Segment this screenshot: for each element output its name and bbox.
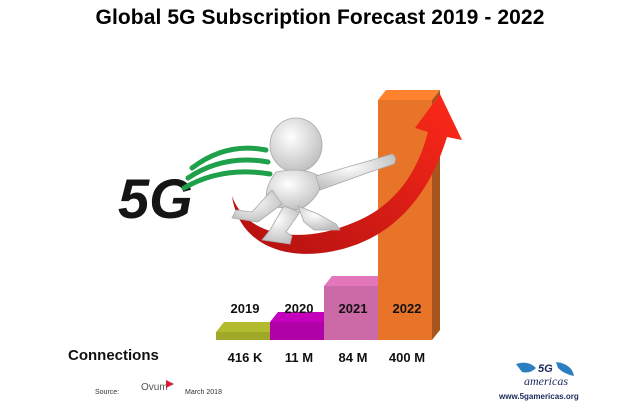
value-label-2019: 416 K <box>228 350 263 365</box>
value-labels: 2019 416 K 2020 11 M 2021 84 M 2022 400 M <box>228 301 425 365</box>
value-label-2022: 400 M <box>389 350 425 365</box>
person-figure-icon <box>231 117 396 245</box>
bar-top-2019 <box>216 322 278 332</box>
year-label-2021: 2021 <box>339 301 368 316</box>
year-label-2022: 2022 <box>393 301 422 316</box>
bar-top-2020 <box>270 312 332 322</box>
growth-arrow-icon <box>232 94 462 254</box>
source-org: Ovum <box>141 382 168 393</box>
value-label-2021: 84 M <box>339 350 368 365</box>
5g-logo-text: 5G <box>118 167 193 230</box>
bar-front-2020 <box>270 322 324 340</box>
bar-top-2021 <box>324 276 386 286</box>
bar-2019 <box>216 322 278 340</box>
year-label-2020: 2020 <box>285 301 314 316</box>
bar-top-2022 <box>378 90 440 100</box>
website-url: www.5gamericas.org <box>499 392 579 401</box>
value-label-2020: 11 M <box>285 350 313 365</box>
bar-front-2019 <box>216 332 270 340</box>
chart-title: Global 5G Subscription Forecast 2019 - 2… <box>95 6 545 29</box>
source-date: March 2018 <box>185 389 222 396</box>
5g-logo: 5G <box>118 145 273 230</box>
svg-text:americas: americas <box>524 374 568 388</box>
row-label-connections: Connections <box>68 347 159 364</box>
signal-waves-icon <box>181 145 273 191</box>
5g-americas-logo: 5G americas <box>516 362 574 388</box>
bar-2020 <box>270 312 332 340</box>
svg-text:5G: 5G <box>538 363 553 375</box>
year-label-2019: 2019 <box>231 301 260 316</box>
bar-front-2021 <box>324 286 378 340</box>
ovum-mark-icon <box>166 380 174 388</box>
source-label: Source: <box>95 389 120 396</box>
